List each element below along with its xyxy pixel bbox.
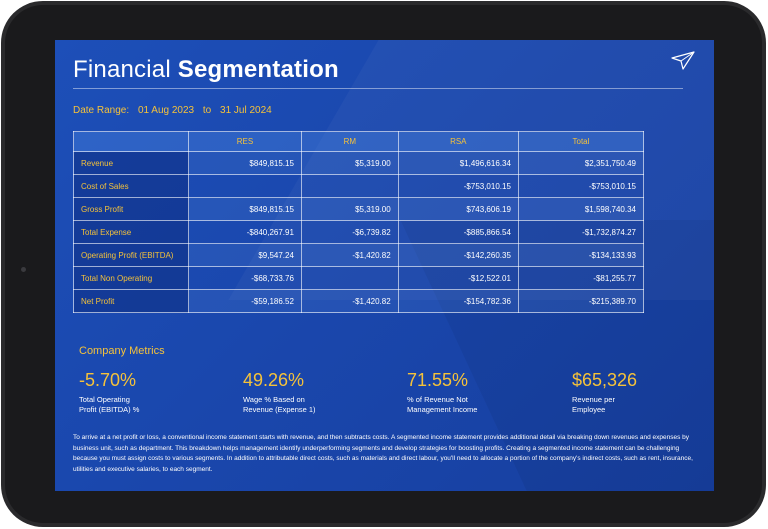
row-label: Total Expense xyxy=(73,220,189,244)
value-cell xyxy=(188,174,302,198)
header-cell: RM xyxy=(300,131,399,152)
table-row: Gross Profit $849,815.15 $5,319.00 $743,606… xyxy=(73,197,645,221)
date-range-from: 01 Aug 2023 xyxy=(137,105,195,116)
table-row: Total Non Operating -$68,733.76 -$12,522.0… xyxy=(73,266,645,290)
metric-card: 71.55% % of Revenue Not Management Incom… xyxy=(407,370,547,415)
header-cell xyxy=(73,131,189,152)
value-cell: -$215,389.70 xyxy=(517,289,645,313)
value-cell: $1,496,616.34 xyxy=(397,151,519,175)
value-cell: -$6,739.82 xyxy=(300,220,399,244)
header-cell: Total xyxy=(517,131,645,152)
table-row: Net Profit -$59,186.52 -$1,420.82 -$154,782… xyxy=(73,289,645,313)
value-cell: $9,547.24 xyxy=(188,243,302,267)
header-cell: RSA xyxy=(397,131,519,152)
value-cell: -$134,133.93 xyxy=(517,243,645,267)
date-range: Date Range: 01 Aug 2023 to 31 Jul 2024 xyxy=(73,105,278,116)
value-cell: -$840,267.91 xyxy=(188,220,302,244)
value-cell: -$1,420.82 xyxy=(300,289,399,313)
date-range-sep: to xyxy=(202,105,212,116)
report-screen: Financial Segmentation Date Range: 01 Au… xyxy=(55,40,714,491)
metric-label-line: % of Revenue Not xyxy=(407,395,468,404)
value-cell: -$12,522.01 xyxy=(397,266,519,290)
table-row: Cost of Sales -$753,010.15 -$753,010.15 xyxy=(73,174,645,198)
value-cell xyxy=(300,266,399,290)
metric-label-line: Total Operating xyxy=(79,395,130,404)
metric-value: 71.55% xyxy=(407,370,469,390)
value-cell: $1,598,740.34 xyxy=(517,197,645,221)
table-row: Operating Profit (EBITDA) $9,547.24 -$1,42… xyxy=(73,243,645,267)
value-cell: -$59,186.52 xyxy=(188,289,302,313)
value-cell: -$885,866.54 xyxy=(397,220,519,244)
value-cell: $849,815.15 xyxy=(188,197,302,221)
metric-card: $65,326 Revenue per Employee xyxy=(572,370,712,415)
value-cell: $5,319.00 xyxy=(300,197,399,221)
company-metrics-title: Company Metrics xyxy=(79,345,165,357)
metric-value: 49.26% xyxy=(243,370,305,390)
camera-icon xyxy=(21,267,26,272)
title-light: Financial xyxy=(73,56,171,83)
page-title: Financial Segmentation xyxy=(73,56,339,84)
table-row: Total Expense -$840,267.91 -$6,739.82 -$885… xyxy=(73,220,645,244)
description-text: To arrive at a net profit or loss, a con… xyxy=(73,434,693,473)
value-cell: -$1,732,874.27 xyxy=(517,220,645,244)
date-range-label: Date Range: xyxy=(73,105,130,116)
metric-value: $65,326 xyxy=(572,370,638,390)
value-cell: $849,815.15 xyxy=(188,151,302,175)
row-label: Revenue xyxy=(73,151,189,175)
value-cell: -$154,782.36 xyxy=(397,289,519,313)
value-cell: $2,351,750.49 xyxy=(517,151,645,175)
value-cell: -$1,420.82 xyxy=(300,243,399,267)
metric-card: 49.26% Wage % Based on Revenue (Expense … xyxy=(243,370,383,415)
paper-plane-logo-icon xyxy=(671,51,695,70)
value-cell xyxy=(300,174,399,198)
title-bold: Segmentation xyxy=(177,56,339,83)
metric-label-line: Employee xyxy=(572,405,606,414)
value-cell: -$81,255.77 xyxy=(517,266,645,290)
metric-card: -5.70% Total Operating Profit (EBITDA) % xyxy=(79,370,219,415)
row-label: Operating Profit (EBITDA) xyxy=(73,243,189,267)
metric-label-line: Wage % Based on xyxy=(243,395,305,404)
row-label: Gross Profit xyxy=(73,197,189,221)
title-divider xyxy=(73,88,683,89)
metric-label: Total Operating Profit (EBITDA) % xyxy=(79,395,219,415)
value-cell: -$68,733.76 xyxy=(188,266,302,290)
metric-label: Wage % Based on Revenue (Expense 1) xyxy=(243,395,383,415)
metric-value: -5.70% xyxy=(79,370,137,390)
metric-label-line: Revenue per xyxy=(572,395,615,404)
value-cell: -$753,010.15 xyxy=(397,174,519,198)
metric-label: % of Revenue Not Management Income xyxy=(407,395,547,415)
value-cell: $743,606.19 xyxy=(397,197,519,221)
value-cell: -$753,010.15 xyxy=(517,174,645,198)
metric-label-line: Management Income xyxy=(407,405,478,414)
segmentation-table: RES RM RSA Total Revenue $849,815.15 $5,31… xyxy=(73,131,645,313)
table-header-row: RES RM RSA Total xyxy=(73,131,645,152)
row-label: Cost of Sales xyxy=(73,174,189,198)
table-row: Revenue $849,815.15 $5,319.00 $1,496,616.34… xyxy=(73,151,645,175)
value-cell: -$142,260.35 xyxy=(397,243,519,267)
metric-label-line: Profit (EBITDA) % xyxy=(79,405,140,414)
metric-label-line: Revenue (Expense 1) xyxy=(243,405,316,414)
row-label: Net Profit xyxy=(73,289,189,313)
value-cell: $5,319.00 xyxy=(300,151,399,175)
row-label: Total Non Operating xyxy=(73,266,189,290)
date-range-to: 31 Jul 2024 xyxy=(220,105,272,116)
metric-label: Revenue per Employee xyxy=(572,395,712,415)
header-cell: RES xyxy=(188,131,302,152)
